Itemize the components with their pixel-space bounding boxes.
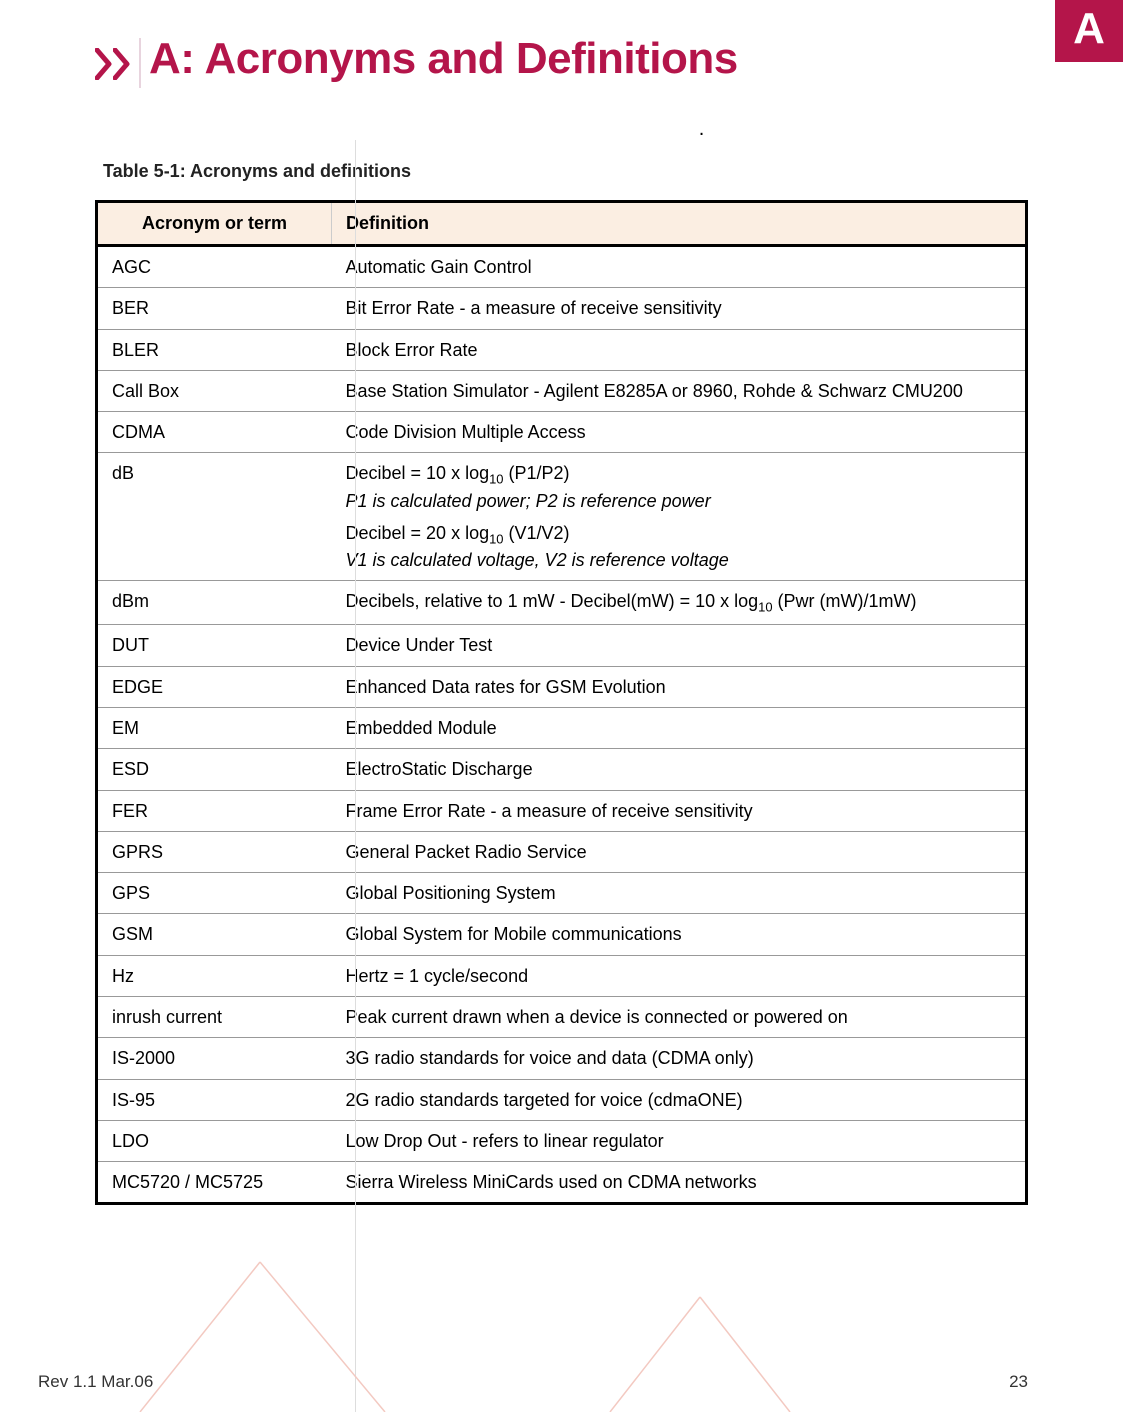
cell-term: LDO	[97, 1120, 332, 1161]
cell-definition: General Packet Radio Service	[332, 831, 1027, 872]
table-row: HzHertz = 1 cycle/second	[97, 955, 1027, 996]
table-row: EMEmbedded Module	[97, 707, 1027, 748]
appendix-tab: A	[1055, 0, 1123, 62]
cell-definition: Low Drop Out - refers to linear regulato…	[332, 1120, 1027, 1161]
cell-definition: Automatic Gain Control	[332, 246, 1027, 288]
chevron-icon	[95, 48, 131, 80]
table-row: FERFrame Error Rate - a measure of recei…	[97, 790, 1027, 831]
col-header-term: Acronym or term	[97, 202, 332, 246]
cell-term: IS-2000	[97, 1038, 332, 1079]
cell-term: DUT	[97, 625, 332, 666]
dot-mark: .	[375, 118, 1028, 141]
cell-definition: 3G radio standards for voice and data (C…	[332, 1038, 1027, 1079]
cell-term: GSM	[97, 914, 332, 955]
table-row: inrush currentPeak current drawn when a …	[97, 996, 1027, 1037]
table-header-row: Acronym or term Definition	[97, 202, 1027, 246]
background-vertical-line	[355, 140, 356, 1412]
page-title: A: Acronyms and Definitions	[149, 34, 738, 84]
cell-definition: Decibels, relative to 1 mW - Decibel(mW)…	[332, 581, 1027, 625]
header-divider	[139, 38, 141, 88]
cell-definition: 2G radio standards targeted for voice (c…	[332, 1079, 1027, 1120]
cell-term: dBm	[97, 581, 332, 625]
cell-definition: Block Error Rate	[332, 329, 1027, 370]
page-header: A: Acronyms and Definitions	[95, 30, 1028, 88]
cell-term: EM	[97, 707, 332, 748]
table-row: BERBit Error Rate - a measure of receive…	[97, 288, 1027, 329]
cell-term: BLER	[97, 329, 332, 370]
page-footer: Rev 1.1 Mar.06 23	[38, 1372, 1028, 1392]
table-row: dBDecibel = 10 x log10 (P1/P2)P1 is calc…	[97, 453, 1027, 581]
acronyms-table: Acronym or term Definition AGCAutomatic …	[95, 200, 1028, 1205]
cell-term: EDGE	[97, 666, 332, 707]
cell-definition: Device Under Test	[332, 625, 1027, 666]
table-row: EDGEEnhanced Data rates for GSM Evolutio…	[97, 666, 1027, 707]
cell-term: FER	[97, 790, 332, 831]
cell-definition: Decibel = 10 x log10 (P1/P2)P1 is calcul…	[332, 453, 1027, 581]
cell-definition: Frame Error Rate - a measure of receive …	[332, 790, 1027, 831]
cell-term: inrush current	[97, 996, 332, 1037]
table-row: DUTDevice Under Test	[97, 625, 1027, 666]
cell-term: GPS	[97, 873, 332, 914]
table-row: GSMGlobal System for Mobile communicatio…	[97, 914, 1027, 955]
table-row: dBmDecibels, relative to 1 mW - Decibel(…	[97, 581, 1027, 625]
cell-term: CDMA	[97, 412, 332, 453]
table-row: CDMACode Division Multiple Access	[97, 412, 1027, 453]
table-row: MC5720 / MC5725Sierra Wireless MiniCards…	[97, 1162, 1027, 1204]
cell-definition: Code Division Multiple Access	[332, 412, 1027, 453]
cell-term: MC5720 / MC5725	[97, 1162, 332, 1204]
footer-rev: Rev 1.1 Mar.06	[38, 1372, 153, 1392]
cell-term: GPRS	[97, 831, 332, 872]
cell-term: Hz	[97, 955, 332, 996]
cell-definition: Embedded Module	[332, 707, 1027, 748]
col-header-definition: Definition	[332, 202, 1027, 246]
table-row: LDOLow Drop Out - refers to linear regul…	[97, 1120, 1027, 1161]
table-row: BLERBlock Error Rate	[97, 329, 1027, 370]
cell-definition: Global System for Mobile communications	[332, 914, 1027, 955]
cell-definition: Base Station Simulator - Agilent E8285A …	[332, 370, 1027, 411]
cell-term: ESD	[97, 749, 332, 790]
table-row: GPRSGeneral Packet Radio Service	[97, 831, 1027, 872]
cell-definition: Enhanced Data rates for GSM Evolution	[332, 666, 1027, 707]
table-row: ESDElectroStatic Discharge	[97, 749, 1027, 790]
cell-definition: Hertz = 1 cycle/second	[332, 955, 1027, 996]
table-caption: Table 5-1: Acronyms and definitions	[103, 161, 1028, 182]
cell-term: AGC	[97, 246, 332, 288]
table-row: AGCAutomatic Gain Control	[97, 246, 1027, 288]
cell-definition: ElectroStatic Discharge	[332, 749, 1027, 790]
cell-term: BER	[97, 288, 332, 329]
cell-definition: Bit Error Rate - a measure of receive se…	[332, 288, 1027, 329]
cell-definition: Sierra Wireless MiniCards used on CDMA n…	[332, 1162, 1027, 1204]
table-row: IS-952G radio standards targeted for voi…	[97, 1079, 1027, 1120]
cell-definition: Peak current drawn when a device is conn…	[332, 996, 1027, 1037]
table-row: GPSGlobal Positioning System	[97, 873, 1027, 914]
footer-page-number: 23	[1009, 1372, 1028, 1392]
cell-definition: Global Positioning System	[332, 873, 1027, 914]
cell-term: Call Box	[97, 370, 332, 411]
table-row: Call BoxBase Station Simulator - Agilent…	[97, 370, 1027, 411]
table-row: IS-20003G radio standards for voice and …	[97, 1038, 1027, 1079]
cell-term: dB	[97, 453, 332, 581]
cell-term: IS-95	[97, 1079, 332, 1120]
